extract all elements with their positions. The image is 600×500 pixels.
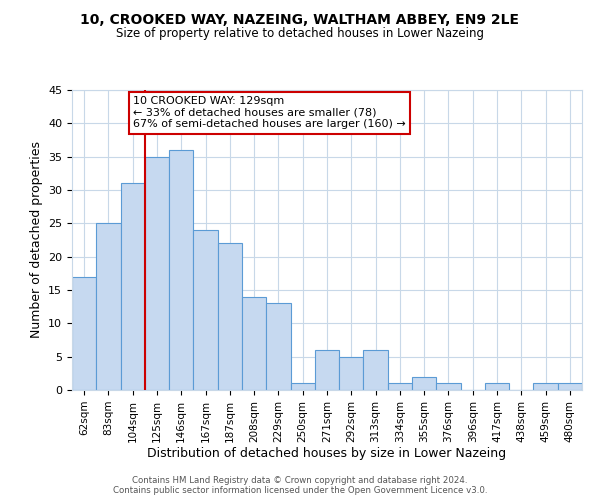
Bar xyxy=(121,184,145,390)
Text: 10, CROOKED WAY, NAZEING, WALTHAM ABBEY, EN9 2LE: 10, CROOKED WAY, NAZEING, WALTHAM ABBEY,… xyxy=(80,12,520,26)
Bar xyxy=(218,244,242,390)
Bar xyxy=(412,376,436,390)
Bar xyxy=(485,384,509,390)
Bar xyxy=(193,230,218,390)
Bar xyxy=(533,384,558,390)
Bar xyxy=(315,350,339,390)
Bar xyxy=(96,224,121,390)
Bar xyxy=(72,276,96,390)
Bar xyxy=(145,156,169,390)
Bar xyxy=(436,384,461,390)
Bar xyxy=(266,304,290,390)
Bar xyxy=(558,384,582,390)
Bar xyxy=(388,384,412,390)
Bar xyxy=(169,150,193,390)
Text: 10 CROOKED WAY: 129sqm
← 33% of detached houses are smaller (78)
67% of semi-det: 10 CROOKED WAY: 129sqm ← 33% of detached… xyxy=(133,96,406,129)
Y-axis label: Number of detached properties: Number of detached properties xyxy=(29,142,43,338)
Bar xyxy=(364,350,388,390)
Bar xyxy=(290,384,315,390)
Text: Contains HM Land Registry data © Crown copyright and database right 2024.
Contai: Contains HM Land Registry data © Crown c… xyxy=(113,476,487,495)
Text: Size of property relative to detached houses in Lower Nazeing: Size of property relative to detached ho… xyxy=(116,28,484,40)
Bar xyxy=(242,296,266,390)
X-axis label: Distribution of detached houses by size in Lower Nazeing: Distribution of detached houses by size … xyxy=(148,448,506,460)
Bar xyxy=(339,356,364,390)
